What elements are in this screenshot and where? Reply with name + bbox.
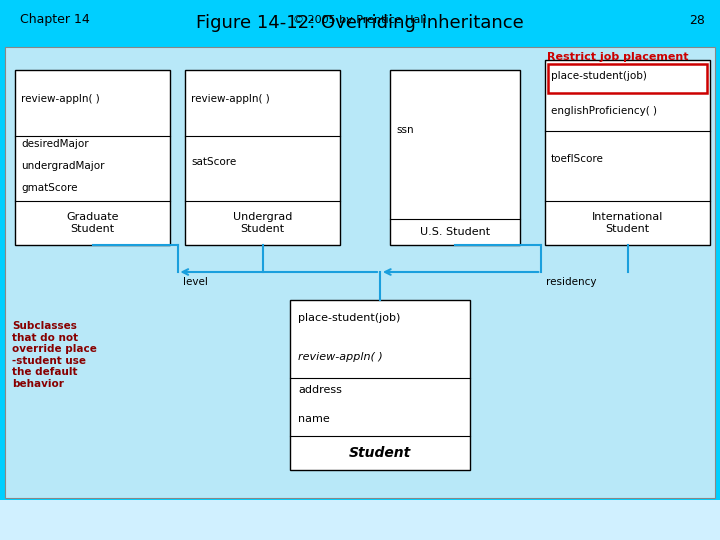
Text: Undergrad
Student: Undergrad Student <box>233 212 292 234</box>
Text: Student: Student <box>349 446 411 460</box>
Text: Subclasses
that do not
override place
-student use
the default
behavior: Subclasses that do not override place -s… <box>12 321 97 389</box>
Text: Chapter 14: Chapter 14 <box>20 14 90 26</box>
Bar <box>0 500 720 540</box>
Bar <box>185 70 340 245</box>
Bar <box>0 0 720 45</box>
Text: International
Student: International Student <box>592 212 663 234</box>
Bar <box>545 60 710 245</box>
Text: review-appln( ): review-appln( ) <box>298 352 383 362</box>
Bar <box>390 70 520 245</box>
Text: place-student(job): place-student(job) <box>298 313 400 322</box>
Text: Restrict job placement: Restrict job placement <box>547 52 688 62</box>
Text: name: name <box>298 414 330 423</box>
Text: © 2005 by Prentice Hall: © 2005 by Prentice Hall <box>293 15 427 25</box>
Bar <box>5 47 715 498</box>
Text: U.S. Student: U.S. Student <box>420 227 490 237</box>
Bar <box>15 70 170 245</box>
Text: residency: residency <box>546 277 597 287</box>
Bar <box>548 64 707 93</box>
Text: ssn: ssn <box>396 125 413 134</box>
Text: gmatScore: gmatScore <box>21 183 78 193</box>
Text: englishProficiency( ): englishProficiency( ) <box>551 106 657 116</box>
Text: place-student(job): place-student(job) <box>551 71 647 81</box>
Text: Figure 14-12: Overriding inheritance: Figure 14-12: Overriding inheritance <box>196 14 524 31</box>
Text: address: address <box>298 384 342 395</box>
Text: review-appln( ): review-appln( ) <box>21 94 100 104</box>
Bar <box>290 300 470 470</box>
Text: undergradMajor: undergradMajor <box>21 161 104 171</box>
Text: 28: 28 <box>689 14 705 26</box>
Text: desiredMajor: desiredMajor <box>21 139 89 149</box>
Text: Graduate
Student: Graduate Student <box>66 212 119 234</box>
Text: satScore: satScore <box>191 157 236 167</box>
Text: review-appln( ): review-appln( ) <box>191 94 270 104</box>
Text: toeflScore: toeflScore <box>551 154 604 164</box>
Text: level: level <box>182 277 207 287</box>
